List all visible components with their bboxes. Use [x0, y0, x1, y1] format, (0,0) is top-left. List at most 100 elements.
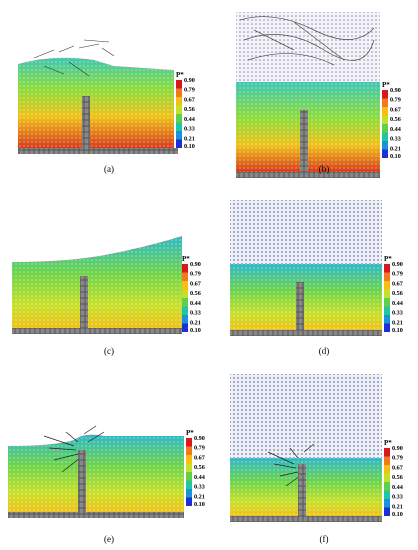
particle-plot-d: P*0.90 0.79 0.67 0.56 0.44 0.33 0.210.10 — [230, 200, 403, 336]
caption-e: (e) — [104, 534, 114, 544]
air-vectors — [239, 16, 375, 66]
legend-swatch — [384, 490, 390, 499]
legend-tick: 0.56 — [392, 474, 403, 481]
legend-tick: 0.10 — [184, 143, 195, 150]
legend-tick: 0.33 — [392, 494, 403, 501]
legend-swatch — [186, 497, 192, 506]
color-legend: P*0.90 0.79 0.67 0.56 0.44 0.33 0.210.10 — [382, 81, 401, 160]
legend-tick: 0.79 — [190, 271, 201, 278]
legend-swatch — [186, 438, 192, 447]
legend-swatch — [382, 98, 388, 107]
tank-bottom — [8, 512, 184, 518]
legend-swatch — [382, 141, 388, 150]
color-legend: P*0.90 0.79 0.67 0.56 0.44 0.33 0.210.10 — [384, 439, 403, 518]
legend-swatch — [186, 480, 192, 489]
panel-e: P* 0.90 0.79 0.67 0.56 0.44 0.33 0.21 0.10 — [4, 412, 216, 528]
legend-tick: 0.67 — [392, 464, 403, 471]
legend-tick: 0.44 — [392, 300, 403, 307]
tank-bottom — [230, 330, 382, 336]
color-legend: P*0.90 0.79 0.67 0.56 0.44 0.33 0.210.10 — [384, 255, 403, 334]
legend-tick: 0.44 — [184, 116, 195, 123]
legend-tick: 0.56 — [184, 106, 195, 113]
tank-bottom — [18, 148, 178, 154]
legend-tick: 0.44 — [392, 484, 403, 491]
caption-f: (f) — [319, 534, 329, 544]
legend-swatch — [382, 107, 388, 116]
legend-swatch — [182, 298, 188, 307]
legend-swatch — [176, 105, 182, 114]
legend-tick: 0.10 — [194, 501, 205, 508]
legend-swatch — [384, 298, 390, 307]
tank-bottom — [236, 172, 380, 178]
legend-swatch — [384, 323, 390, 332]
legend-tick: 0.21 — [392, 319, 403, 326]
legend-swatch — [384, 306, 390, 315]
legend-swatch — [384, 281, 390, 290]
legend-tick: 0.33 — [392, 310, 403, 317]
legend-swatch — [176, 97, 182, 106]
legend-swatch — [384, 473, 390, 482]
legend-tick: 0.56 — [194, 464, 205, 471]
legend-tick: 0.33 — [194, 484, 205, 491]
legend-tick: 0.21 — [184, 135, 195, 142]
air-region — [236, 12, 380, 82]
legend-swatch — [182, 281, 188, 290]
tank-bottom — [12, 328, 182, 334]
legend-tick: 0.67 — [190, 280, 201, 287]
caption-c: (c) — [104, 346, 114, 356]
baffle — [298, 464, 306, 516]
legend-tick: 0.10 — [390, 153, 401, 160]
legend-swatch — [176, 88, 182, 97]
legend-tick: 0.90 — [194, 435, 205, 442]
particle-plot-b: P*0.90 0.79 0.67 0.56 0.44 0.33 0.210.10 — [236, 12, 401, 178]
legend-tick: 0.79 — [392, 271, 403, 278]
legend-swatch — [176, 114, 182, 123]
baffle — [82, 96, 90, 148]
legend-title: P* — [186, 429, 194, 437]
baffle — [78, 450, 86, 512]
velocity-vectors — [267, 443, 315, 487]
legend-swatch — [382, 90, 388, 99]
legend-tick: 0.44 — [390, 126, 401, 133]
legend-swatch — [182, 315, 188, 324]
legend-tick: 0.10 — [392, 327, 403, 334]
legend-tick: 0.21 — [390, 145, 401, 152]
legend-tick: 0.56 — [392, 290, 403, 297]
legend-tick: 0.56 — [190, 290, 201, 297]
particle-plot-e: P*0.90 0.79 0.67 0.56 0.44 0.33 0.210.10 — [8, 425, 205, 518]
velocity-vectors — [33, 39, 115, 77]
caption-d: (d) — [318, 346, 330, 356]
panel-b: P* 0.90 0.79 0.67 0.56 0.44 0.33 0.21 0.10 — [234, 10, 414, 186]
legend-tick: 0.79 — [184, 87, 195, 94]
legend-tick: 0.90 — [190, 261, 201, 268]
air-region — [230, 200, 382, 264]
legend-swatch — [384, 465, 390, 474]
legend-tick: 0.90 — [392, 445, 403, 452]
tank-bottom — [230, 516, 382, 522]
legend-tick: 0.90 — [392, 261, 403, 268]
color-legend: P*0.90 0.79 0.67 0.56 0.44 0.33 0.210.10 — [186, 429, 205, 508]
legend-swatch — [186, 463, 192, 472]
legend-tick: 0.33 — [184, 126, 195, 133]
panel-a: P* 0.90 0.79 0.67 0.56 0.44 0.33 0.21 0.10 — [14, 36, 210, 162]
legend-tick: 0.44 — [194, 474, 205, 481]
legend-tick: 0.33 — [390, 136, 401, 143]
panel-c: P* 0.90 0.79 0.67 0.56 0.44 0.33 0.21 0.10 — [10, 226, 210, 342]
color-legend: P*0.90 0.79 0.67 0.56 0.44 0.33 0.210.10 — [182, 255, 201, 334]
panel-f: P* 0.90 0.79 0.67 0.56 0.44 0.33 0.21 0.10 — [228, 372, 414, 528]
legend-swatch — [186, 489, 192, 498]
legend-title: P* — [176, 71, 184, 79]
legend-swatch — [186, 446, 192, 455]
legend-tick: 0.67 — [390, 106, 401, 113]
legend-swatch — [176, 131, 182, 140]
baffle — [300, 110, 308, 172]
legend-swatch — [182, 272, 188, 281]
legend-swatch — [384, 264, 390, 273]
legend-tick: 0.79 — [390, 97, 401, 104]
legend-swatch — [384, 289, 390, 298]
legend-swatch — [382, 124, 388, 133]
legend-tick: 0.90 — [184, 77, 195, 84]
legend-swatch — [382, 149, 388, 158]
legend-tick: 0.67 — [392, 280, 403, 287]
legend-tick: 0.67 — [184, 96, 195, 103]
